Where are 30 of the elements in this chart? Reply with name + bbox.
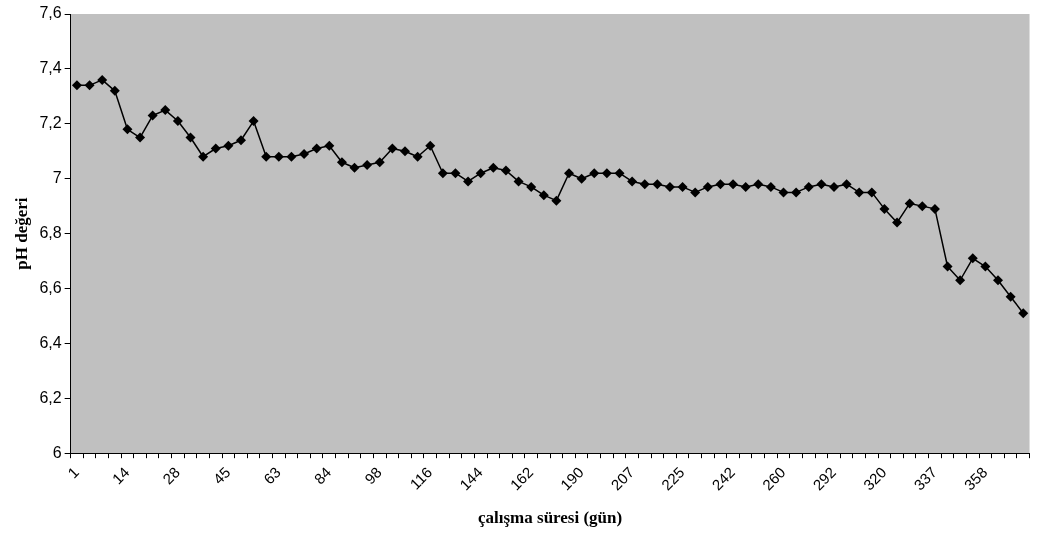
y-tick-label: 6 (52, 443, 62, 461)
x-tick-label: 116 (406, 463, 436, 493)
x-tick-label: 14 (108, 463, 133, 488)
x-tick-label: 337 (910, 463, 940, 494)
y-tick-label: 6,2 (39, 388, 62, 406)
x-tick-label: 98 (360, 463, 385, 488)
y-tick-label: 7 (52, 169, 62, 187)
x-tick-label: 320 (859, 463, 890, 494)
x-tick-label: 63 (260, 463, 284, 488)
y-tick-label: 7,4 (39, 59, 62, 77)
x-tick-label: 45 (209, 463, 234, 488)
x-tick-label: 190 (556, 463, 587, 494)
x-tick-label: 84 (310, 463, 335, 488)
x-tick-label: 260 (758, 463, 789, 494)
x-axis-title: çalışma süresi (gün) (477, 508, 623, 528)
x-tick-label: 358 (960, 463, 991, 494)
y-tick-label: 6,8 (39, 223, 62, 241)
x-tick-label: 28 (159, 463, 183, 488)
x-tick-label: 162 (506, 463, 537, 494)
x-tick-label: 242 (708, 463, 739, 494)
y-tick-label: 7,2 (39, 114, 62, 132)
x-tick-label: 144 (456, 463, 486, 494)
y-tick-label: 6,6 (39, 278, 62, 296)
x-tick-label: 225 (657, 463, 688, 494)
x-tick-label: 292 (809, 463, 840, 494)
y-tick-label: 7,6 (39, 4, 62, 22)
x-tick-label: 1 (64, 463, 82, 482)
y-tick-label: 6,4 (39, 333, 62, 351)
x-tick-label: 207 (607, 463, 638, 494)
y-axis-title: pH değeri (11, 197, 31, 270)
